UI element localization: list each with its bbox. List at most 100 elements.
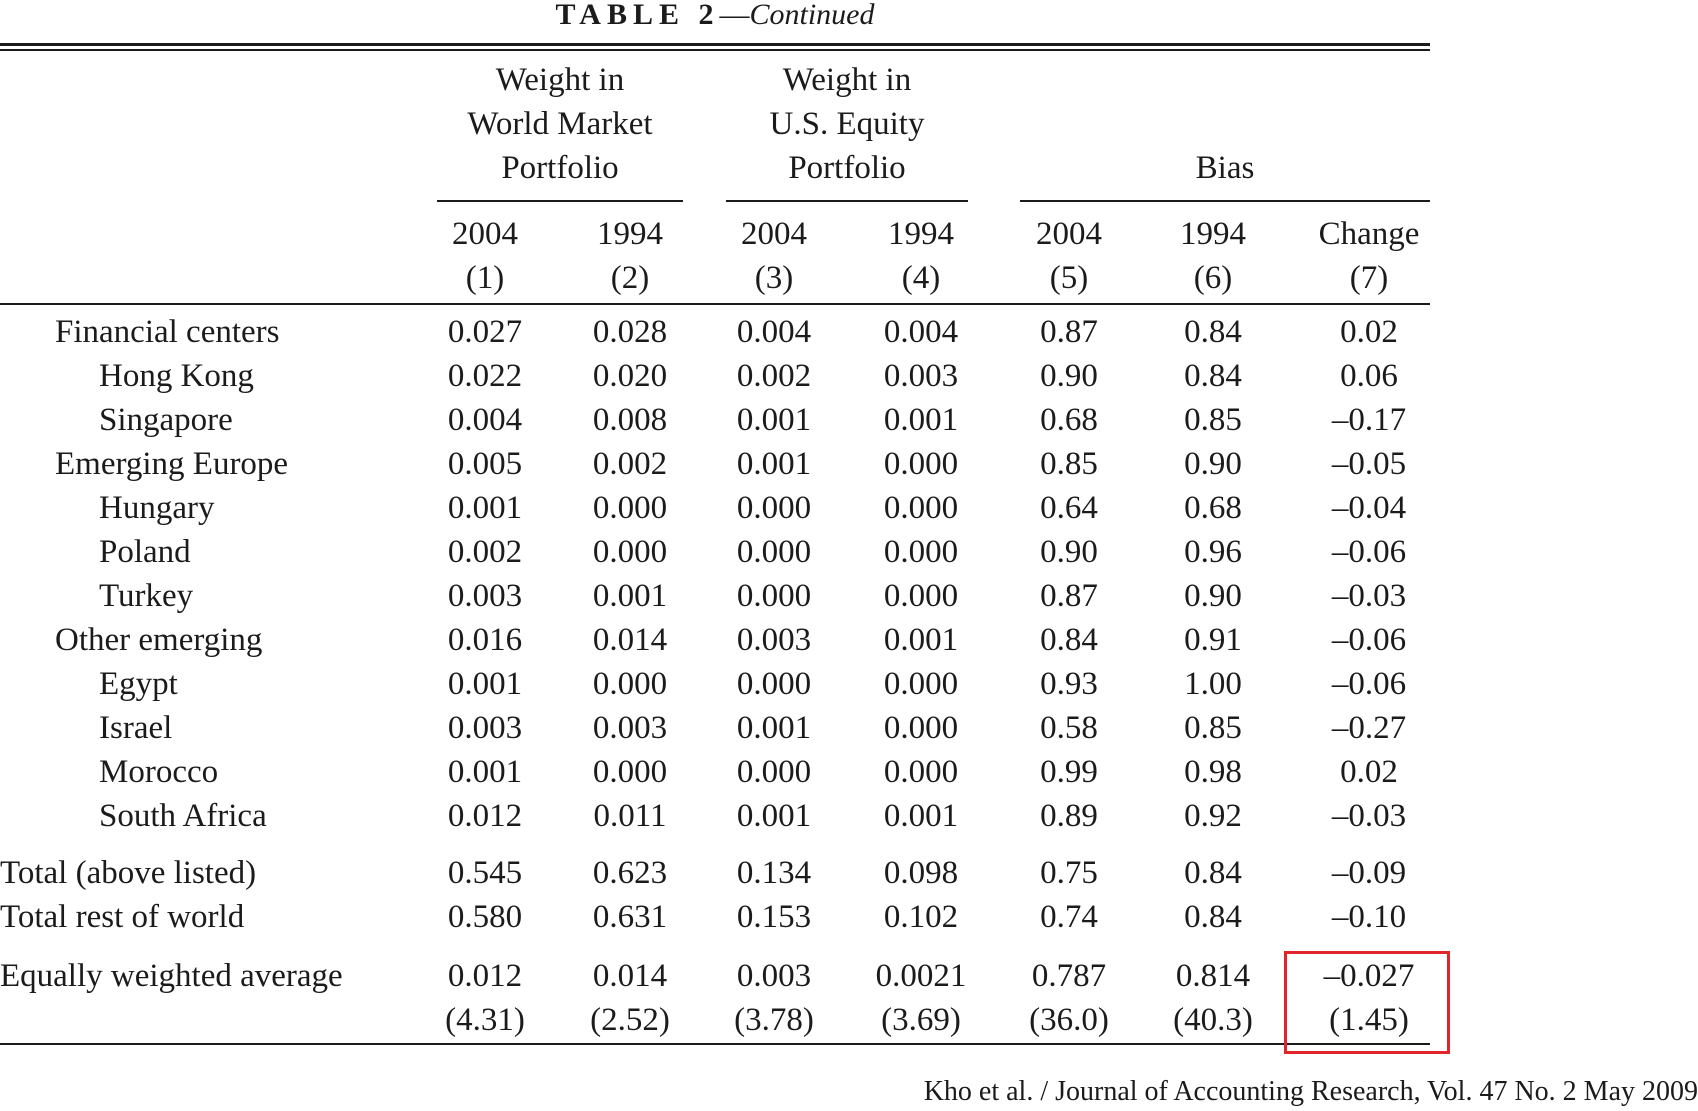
row-label: Turkey — [99, 578, 194, 614]
table-cell: 0.90 — [1184, 578, 1242, 614]
table-title-continued: Continued — [749, 0, 875, 31]
row-label: Hong Kong — [99, 358, 254, 394]
table-cell: (3.69) — [881, 1002, 961, 1038]
table-cell: (3.78) — [734, 1002, 814, 1038]
table-cell: 0.92 — [1184, 798, 1242, 834]
bottom-rule — [0, 1043, 1430, 1045]
table-cell: 0.011 — [593, 798, 667, 834]
table-cell: 0.06 — [1340, 358, 1398, 394]
table-cell: 0.001 — [447, 666, 523, 702]
row-label: Financial centers — [55, 314, 280, 350]
table-cell: 0.027 — [447, 314, 523, 350]
table-cell: 0.580 — [447, 899, 523, 935]
column-year-6: 1994 — [1180, 216, 1246, 252]
group-underline-2 — [726, 200, 968, 202]
table-cell: 0.000 — [592, 490, 668, 526]
table-cell: 1.00 — [1184, 666, 1242, 702]
table-cell: 0.85 — [1184, 710, 1242, 746]
table-cell: 0.000 — [883, 666, 959, 702]
table-cell: 0.002 — [592, 446, 668, 482]
table-cell: –0.17 — [1331, 402, 1407, 438]
table-cell: 0.000 — [736, 534, 812, 570]
table-cell: 0.002 — [447, 534, 523, 570]
row-label: Poland — [99, 534, 191, 570]
table-cell: 0.003 — [883, 358, 959, 394]
table-cell: 0.001 — [883, 798, 959, 834]
table-cell: 0.014 — [592, 622, 668, 658]
table-cell: 0.814 — [1175, 958, 1251, 994]
table-cell: 0.84 — [1184, 358, 1242, 394]
table-cell: 0.84 — [1184, 899, 1242, 935]
table-cell: 0.003 — [736, 958, 812, 994]
table-cell: 0.003 — [592, 710, 668, 746]
table-cell: 0.87 — [1040, 578, 1098, 614]
table-cell: 0.85 — [1184, 402, 1242, 438]
table-cell: 0.84 — [1040, 622, 1098, 658]
table-cell: 0.102 — [883, 899, 959, 935]
table-cell: 0.58 — [1040, 710, 1098, 746]
table-cell: 0.001 — [736, 710, 812, 746]
table-cell: 0.98 — [1184, 754, 1242, 790]
table-cell: 0.001 — [883, 402, 959, 438]
table-cell: 0.005 — [447, 446, 523, 482]
header-bottom-rule — [0, 303, 1430, 305]
table-cell: 0.68 — [1040, 402, 1098, 438]
table-cell: –0.027 — [1323, 958, 1415, 994]
table-cell: 0.74 — [1040, 899, 1098, 935]
table-cell: 0.016 — [447, 622, 523, 658]
row-label: Morocco — [99, 754, 219, 790]
table-cell: 0.003 — [736, 622, 812, 658]
table-cell: 0.002 — [736, 358, 812, 394]
table-cell: 0.84 — [1184, 855, 1242, 891]
column-number-1: (1) — [465, 260, 505, 296]
table-cell: 0.90 — [1184, 446, 1242, 482]
table-cell: (1.45) — [1329, 1002, 1409, 1038]
table-cell: –0.05 — [1331, 446, 1407, 482]
table-cell: 0.012 — [447, 798, 523, 834]
table-cell: –0.09 — [1331, 855, 1407, 891]
table-cell: 0.64 — [1040, 490, 1098, 526]
table-cell: 0.000 — [883, 490, 959, 526]
table-cell: 0.93 — [1040, 666, 1098, 702]
table-cell: –0.04 — [1331, 490, 1407, 526]
table-cell: 0.87 — [1040, 314, 1098, 350]
table-cell: 0.000 — [736, 578, 812, 614]
table-cell: 0.000 — [736, 490, 812, 526]
column-number-7: (7) — [1349, 260, 1389, 296]
table-cell: 0.012 — [447, 958, 523, 994]
table-cell: 0.004 — [883, 314, 959, 350]
row-label: South Africa — [99, 798, 267, 834]
row-label: Emerging Europe — [55, 446, 289, 482]
group-header-2: Weight in U.S. Equity Portfolio — [769, 62, 925, 186]
group-header-3: Bias — [1195, 150, 1255, 186]
table-title: TABLE 2—Continued — [0, 0, 1430, 34]
table-cell: 0.001 — [447, 490, 523, 526]
table-cell: 0.001 — [883, 622, 959, 658]
table-cell: (36.0) — [1029, 1002, 1109, 1038]
table-cell: 0.000 — [883, 754, 959, 790]
column-year-5: 2004 — [1036, 216, 1102, 252]
column-number-6: (6) — [1193, 260, 1233, 296]
table-cell: 0.028 — [592, 314, 668, 350]
table-cell: 0.75 — [1040, 855, 1098, 891]
table-cell: (4.31) — [445, 1002, 525, 1038]
table-cell: –0.10 — [1331, 899, 1407, 935]
table-cell: 0.003 — [447, 710, 523, 746]
table-cell: 0.003 — [447, 578, 523, 614]
table-cell: –0.06 — [1331, 666, 1407, 702]
table-cell: –0.27 — [1331, 710, 1407, 746]
table-cell: –0.03 — [1331, 578, 1407, 614]
table-cell: 0.545 — [447, 855, 523, 891]
citation: Kho et al. / Journal of Accounting Resea… — [923, 1076, 1698, 1107]
table-title-separator: — — [719, 0, 750, 31]
table-title-main: TABLE 2 — [555, 0, 720, 31]
table-cell: –0.06 — [1331, 534, 1407, 570]
column-year-7: Change — [1318, 216, 1420, 252]
table-cell: 0.008 — [592, 402, 668, 438]
row-label: Hungary — [99, 490, 215, 526]
table-cell: 0.85 — [1040, 446, 1098, 482]
table-cell: 0.000 — [736, 666, 812, 702]
row-label: Singapore — [99, 402, 233, 438]
table-cell: 0.000 — [592, 666, 668, 702]
table-cell: 0.153 — [736, 899, 812, 935]
